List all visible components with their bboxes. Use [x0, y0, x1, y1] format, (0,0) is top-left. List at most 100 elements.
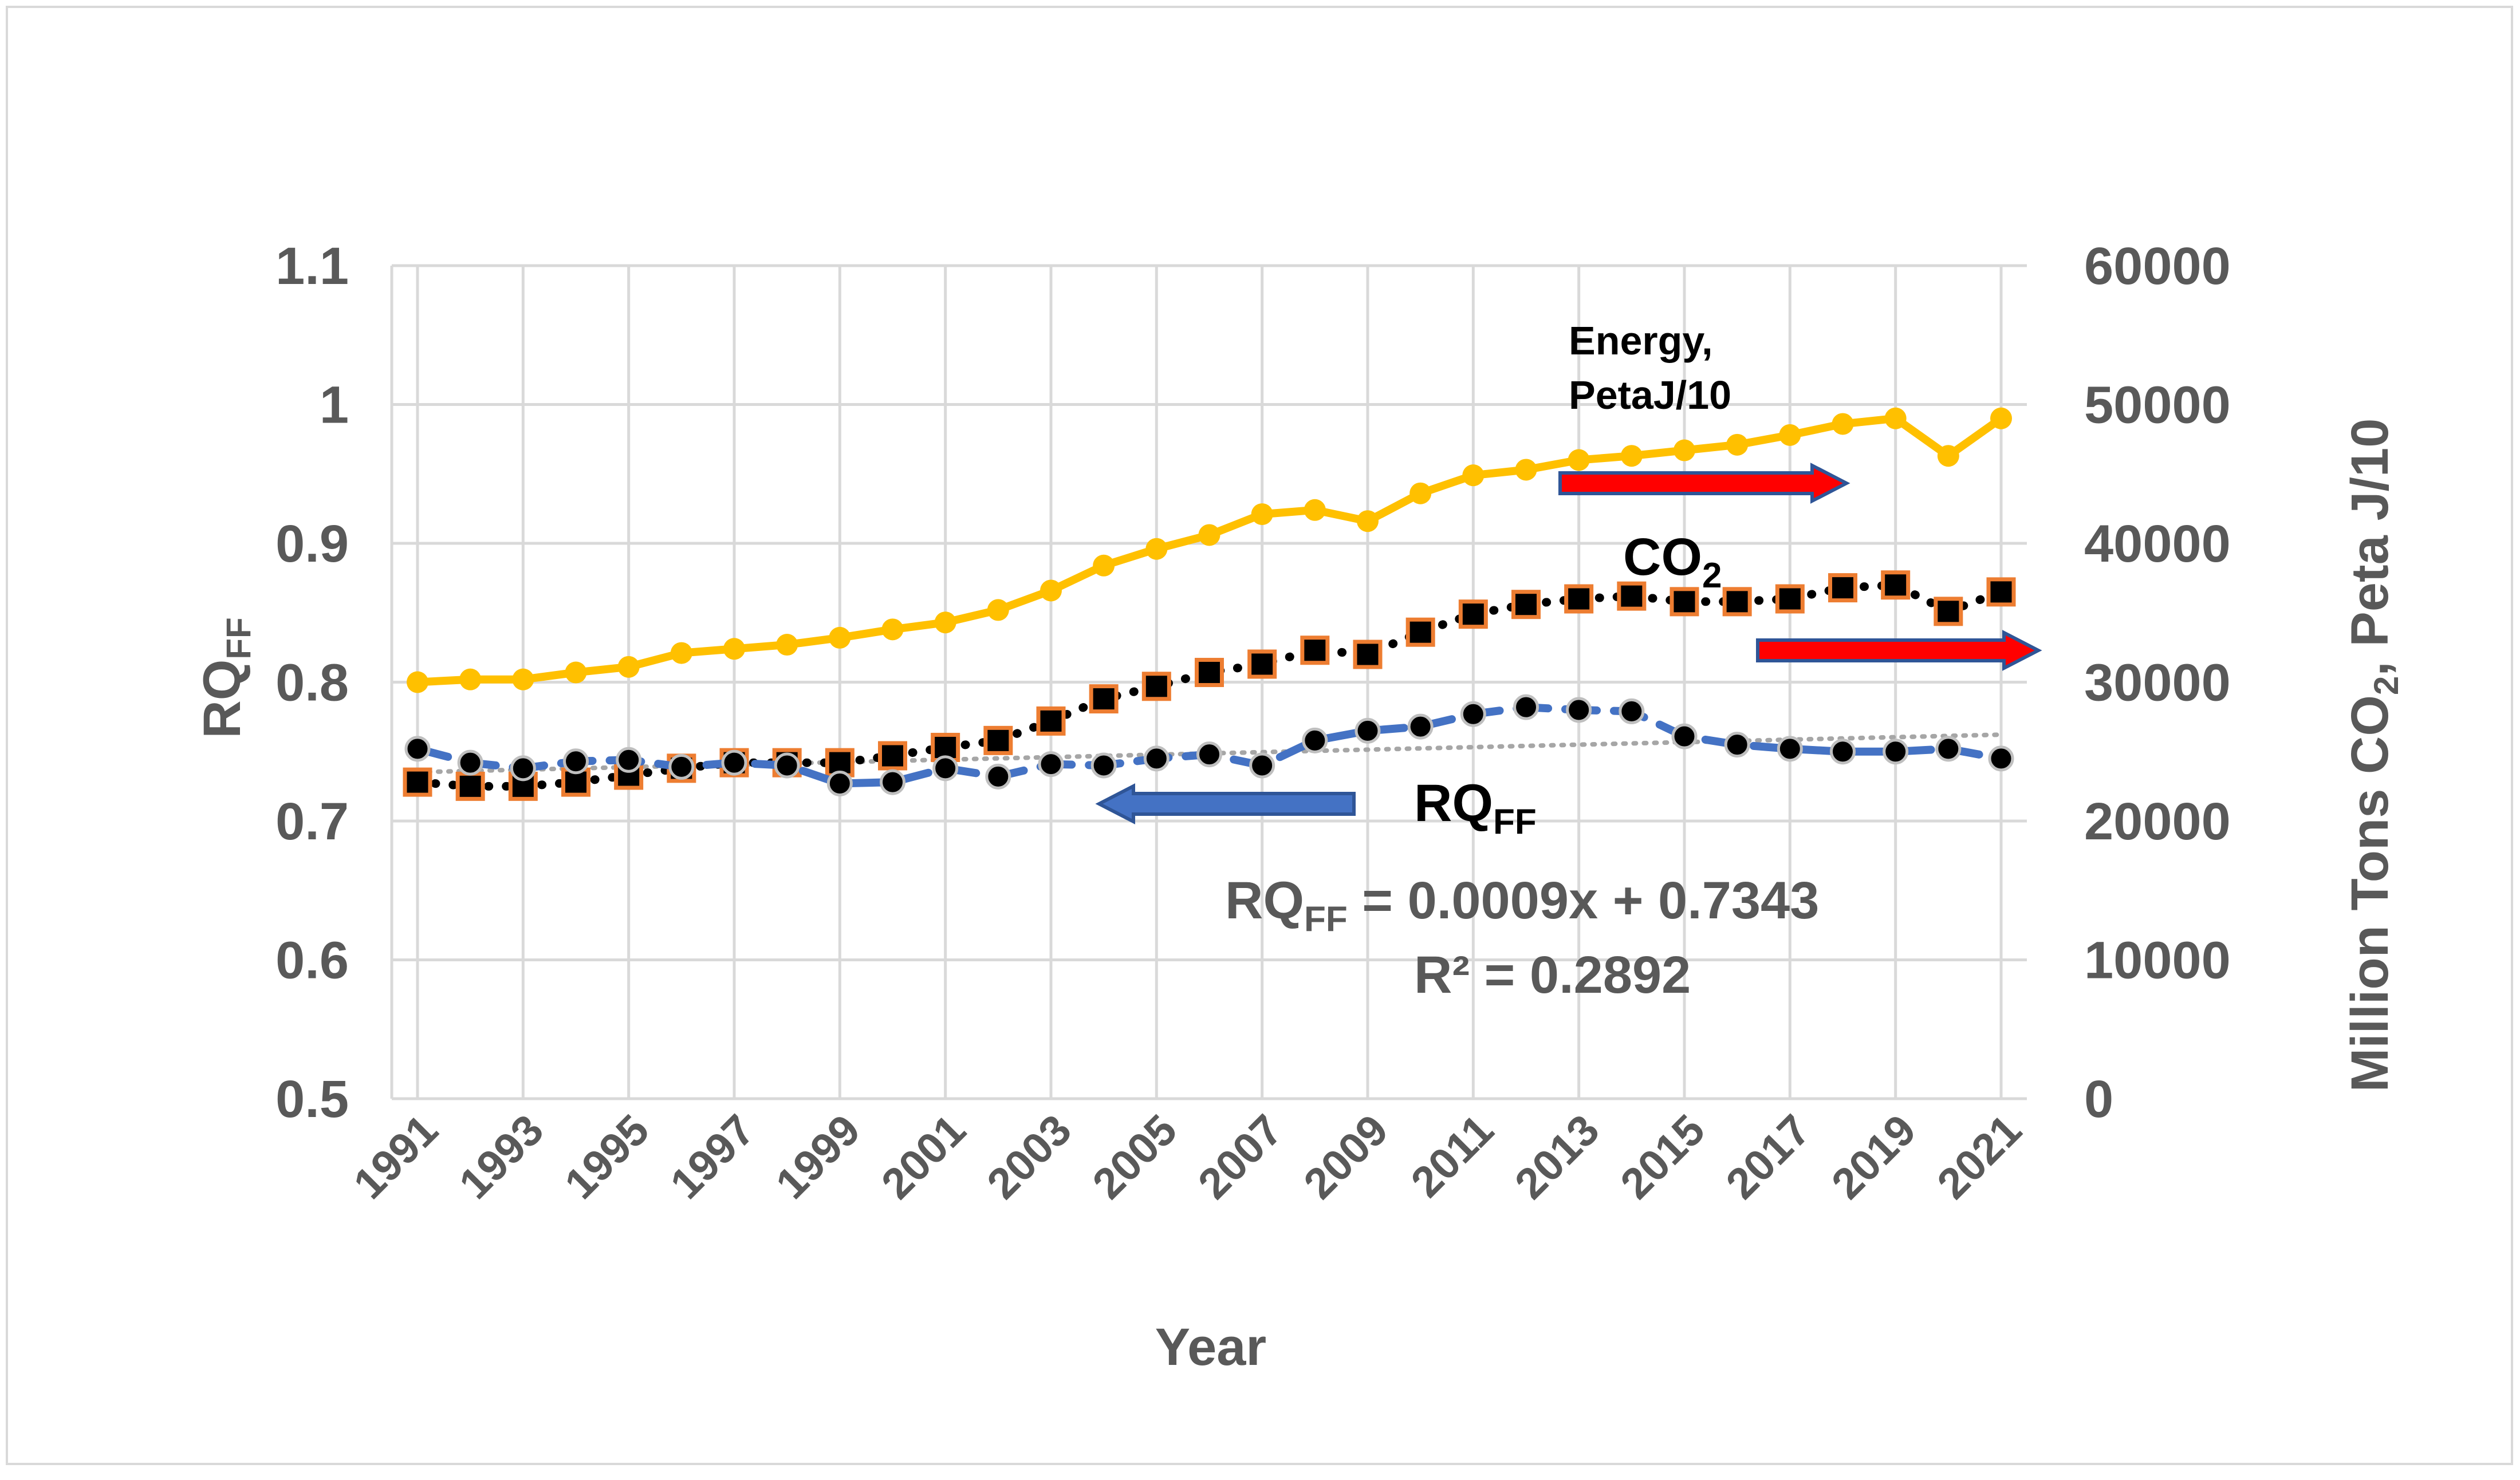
energy-point — [1884, 407, 1907, 429]
co2-label: CO2 — [1623, 528, 1722, 595]
x-tick-label: 2019 — [1822, 1106, 1926, 1209]
x-tick-label: 1993 — [450, 1106, 553, 1209]
rq-point — [1196, 741, 1222, 768]
y-left-tick-label: 0.5 — [275, 1070, 349, 1128]
x-tick-label: 2005 — [1084, 1106, 1187, 1209]
x-axis-title: Year — [1155, 1318, 1266, 1376]
energy-point — [407, 671, 428, 693]
energy-point — [987, 599, 1009, 621]
co2-point — [1511, 590, 1541, 619]
rq-point — [985, 763, 1011, 790]
energy-point — [512, 668, 534, 690]
x-tick-label: 1999 — [767, 1106, 870, 1209]
co2-point — [1247, 649, 1277, 679]
rq-point — [404, 736, 431, 762]
co2-point — [1986, 577, 2016, 607]
y-right-tick-label: 10000 — [2084, 932, 2231, 990]
co2-point — [878, 741, 907, 771]
co2-point — [1670, 587, 1699, 617]
y-right-tick-label: 60000 — [2084, 237, 2231, 295]
y-left-tick-label: 0.9 — [275, 515, 349, 573]
co2-point — [1617, 581, 1647, 611]
energy-point — [1304, 499, 1326, 521]
co2-point — [1141, 672, 1171, 701]
rq-point — [1830, 739, 1856, 765]
rq-point — [1513, 694, 1539, 720]
energy-arrow-shape — [1558, 463, 1850, 504]
rq-point — [1354, 717, 1381, 744]
rq-point — [1143, 745, 1170, 772]
energy-point — [723, 638, 745, 660]
energy-point — [1937, 445, 1959, 467]
rq-series — [404, 694, 2014, 797]
rq-point — [668, 753, 695, 780]
y-axis-right-title: Million Tons CO2, Peta J/10 — [2341, 419, 2405, 1092]
rq-point — [1935, 736, 1962, 762]
y-left-tick-label: 0.7 — [275, 792, 349, 851]
rq-left-arrow — [1095, 783, 1356, 824]
trendline-r2: R² = 0.2892 — [1414, 946, 1691, 1004]
x-tick-label: 2013 — [1506, 1106, 1609, 1209]
energy-point — [1568, 449, 1590, 471]
rq-point — [1302, 727, 1328, 753]
co2-arrow-shape — [1756, 630, 2042, 671]
energy-point — [829, 626, 851, 649]
co2-point — [1722, 587, 1752, 617]
x-tick-label: 1995 — [556, 1106, 659, 1209]
co2-point — [1775, 584, 1805, 614]
energy-point — [1832, 413, 1854, 435]
rq-point — [880, 769, 905, 795]
y-left-tick-label: 0.6 — [275, 932, 349, 990]
y-left-tick-label: 0.8 — [275, 654, 349, 712]
y-axis-right-title-suffix: , Peta J/10 — [2341, 419, 2399, 676]
co2-right-arrow — [1756, 630, 2042, 671]
co2-point — [1828, 573, 1857, 603]
energy-point — [776, 634, 798, 656]
x-tick-label: 2021 — [1928, 1106, 2031, 1209]
rq-point — [1407, 713, 1434, 740]
y-right-tick-label: 40000 — [2084, 515, 2231, 573]
energy-right-arrow — [1558, 463, 1850, 504]
co2-point — [1036, 706, 1066, 736]
rq-point — [457, 749, 483, 776]
rq-point — [1460, 701, 1486, 727]
y-right-tick-label: 50000 — [2084, 376, 2231, 435]
chart-svg: 0.5 0.6 0.7 0.8 0.9 1 1.1 0 10000 20000 30000 40000… — [193, 237, 2405, 1376]
energy-point — [1779, 424, 1801, 446]
y-left-tick-label: 1.1 — [275, 237, 349, 295]
rq-point — [721, 749, 747, 776]
energy-label-line2: PetaJ/10 — [1569, 373, 1731, 417]
energy-point — [459, 668, 482, 690]
rq-point — [1619, 698, 1645, 724]
axis-ticks: 0.5 0.6 0.7 0.8 0.9 1 1.1 0 10000 20000 30000 40000… — [275, 237, 2231, 1209]
energy-point — [1620, 445, 1643, 467]
rq-point — [510, 755, 536, 782]
energy-point — [1145, 538, 1168, 560]
energy-point — [1515, 459, 1537, 481]
rq-point — [1883, 739, 1909, 765]
co2-point — [1934, 597, 1963, 626]
energy-point — [1251, 503, 1273, 526]
x-tick-label: 1991 — [344, 1106, 447, 1209]
co2-point — [455, 771, 485, 801]
rq-point — [1566, 697, 1592, 723]
rq-point — [932, 755, 959, 782]
energy-point — [1674, 439, 1695, 461]
x-tick-label: 2015 — [1611, 1106, 1714, 1209]
energy-point — [1726, 433, 1749, 456]
co2-label-sub: 2 — [1702, 556, 1722, 595]
energy-point — [934, 611, 956, 634]
rq-point — [1038, 751, 1064, 778]
rq-point — [774, 752, 800, 779]
co2-point — [1300, 636, 1330, 665]
trendline-equation-sub: FF — [1304, 899, 1348, 939]
x-tick-label: 2009 — [1294, 1106, 1397, 1209]
rq-point — [563, 748, 589, 775]
rq-point — [1671, 723, 1698, 749]
co2-point — [1195, 658, 1224, 688]
energy-point — [670, 642, 692, 664]
x-tick-label: 2001 — [872, 1106, 975, 1209]
y-left-tick-label: 1 — [320, 376, 349, 435]
y-right-tick-label: 30000 — [2084, 654, 2231, 712]
energy-point — [1462, 464, 1485, 487]
